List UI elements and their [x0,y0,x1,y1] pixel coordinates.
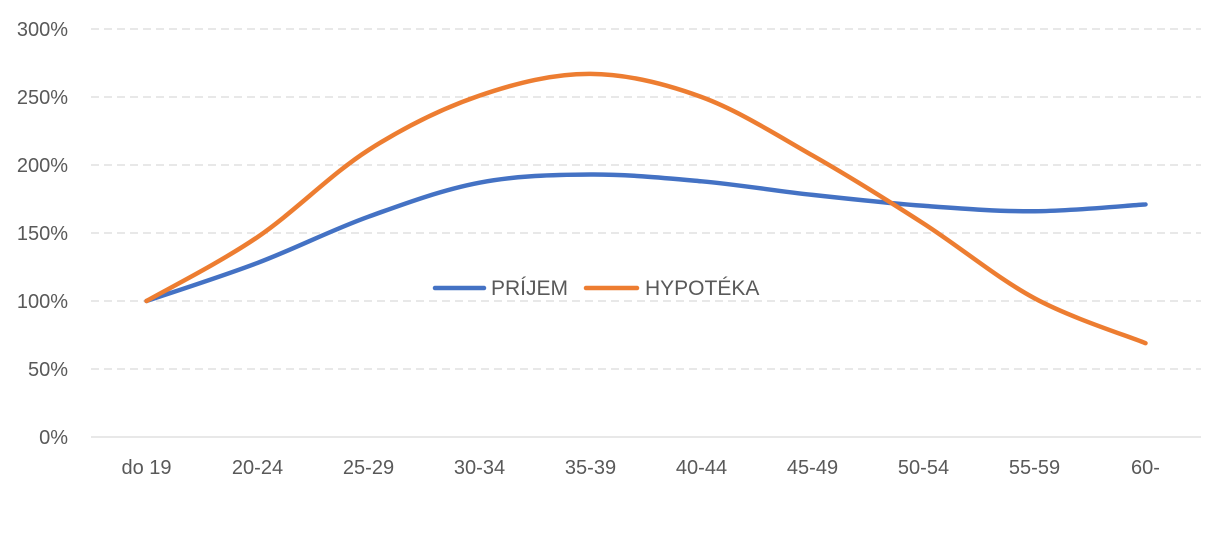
data-point [477,93,482,98]
data-point [477,180,482,185]
data-point [921,221,926,226]
x-tick-label: 35-39 [565,457,616,479]
legend: PRÍJEM HYPOTÉKA [435,277,759,300]
y-tick-label: 0% [39,427,68,449]
x-tick-label: 40-44 [676,457,727,479]
x-tick-label: 30-34 [454,457,505,479]
data-point [255,261,260,266]
x-tick-label: 45-49 [787,457,838,479]
x-tick-label: 55-59 [1009,457,1060,479]
data-point [810,153,815,158]
data-point [366,148,371,153]
y-tick-label: 150% [17,223,68,245]
data-point [255,235,260,240]
data-point [1032,209,1037,214]
y-tick-label: 300% [17,19,68,41]
legend-label: HYPOTÉKA [645,277,759,300]
data-point [1032,296,1037,301]
y-tick-label: 250% [17,87,68,109]
x-tick-label: 50-54 [898,457,949,479]
data-point [366,214,371,219]
data-point [1143,202,1148,207]
series [144,72,1148,346]
data-point [588,72,593,77]
axes: 0% 50% 100% 150% 200% 250% 300% do 19 20-24 25-29… [17,19,1201,479]
data-point [144,299,149,304]
y-tick-label: 200% [17,155,68,177]
x-tick-label: do 19 [121,457,171,479]
data-point [699,179,704,184]
data-point [921,204,926,209]
data-point [588,172,593,177]
x-tick-label: 60- [1131,457,1160,479]
y-tick-label: 50% [28,359,68,381]
data-point [699,95,704,100]
y-tick-label: 100% [17,291,68,313]
data-point [1143,341,1148,346]
x-tick-label: 20-24 [232,457,283,479]
data-point [810,193,815,198]
x-tick-label: 25-29 [343,457,394,479]
legend-label: PRÍJEM [491,277,568,300]
